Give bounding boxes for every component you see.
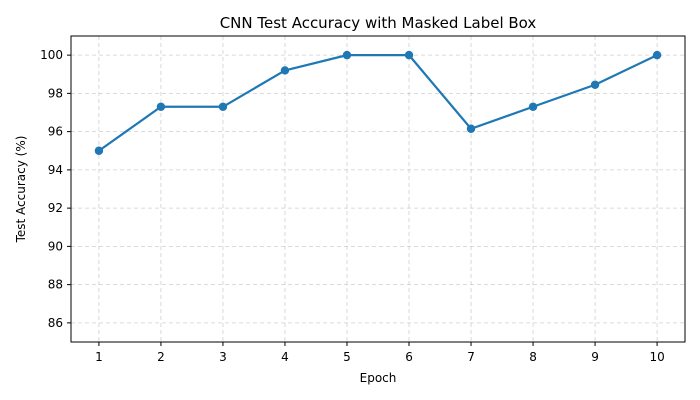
y-tick-label: 88	[48, 278, 63, 292]
data-point	[404, 50, 414, 60]
x-tick-label: 9	[591, 350, 599, 364]
y-tick-label: 98	[48, 86, 63, 100]
y-tick-label: 96	[48, 125, 63, 139]
data-point	[590, 80, 600, 89]
x-tick-label: 8	[529, 350, 537, 364]
x-tick-label: 3	[219, 350, 227, 364]
y-axis-label: Test Accuracy (%)	[14, 136, 28, 244]
x-tick-label: 5	[343, 350, 351, 364]
y-axis: 86 88 90 92 94 96 98 100	[40, 48, 71, 330]
x-tick-label: 4	[281, 350, 289, 364]
series-group	[94, 50, 662, 155]
x-tick-label: 7	[467, 350, 475, 364]
plot-area-frame	[70, 35, 686, 343]
y-tick-label: 92	[48, 201, 63, 215]
x-tick-label: 1	[95, 350, 103, 364]
data-point	[342, 50, 352, 60]
x-tick-label: 10	[649, 350, 664, 364]
y-tick-label: 86	[48, 316, 63, 330]
data-point	[466, 124, 476, 133]
data-point	[156, 102, 166, 111]
series-line	[98, 54, 658, 152]
y-tick-label: 100	[40, 48, 63, 62]
x-tick-label: 6	[405, 350, 413, 364]
data-point	[280, 66, 290, 75]
data-point	[94, 146, 104, 155]
x-axis: 1 2 3 4 5 6 7 8 9 10	[95, 342, 665, 364]
y-tick-label: 90	[48, 239, 63, 253]
data-point	[652, 50, 662, 60]
x-axis-label: Epoch	[360, 371, 397, 385]
x-tick-label: 2	[157, 350, 165, 364]
chart-title: CNN Test Accuracy with Masked Label Box	[220, 14, 537, 32]
y-tick-label: 94	[48, 163, 63, 177]
data-point	[528, 102, 538, 111]
data-point	[218, 102, 228, 111]
